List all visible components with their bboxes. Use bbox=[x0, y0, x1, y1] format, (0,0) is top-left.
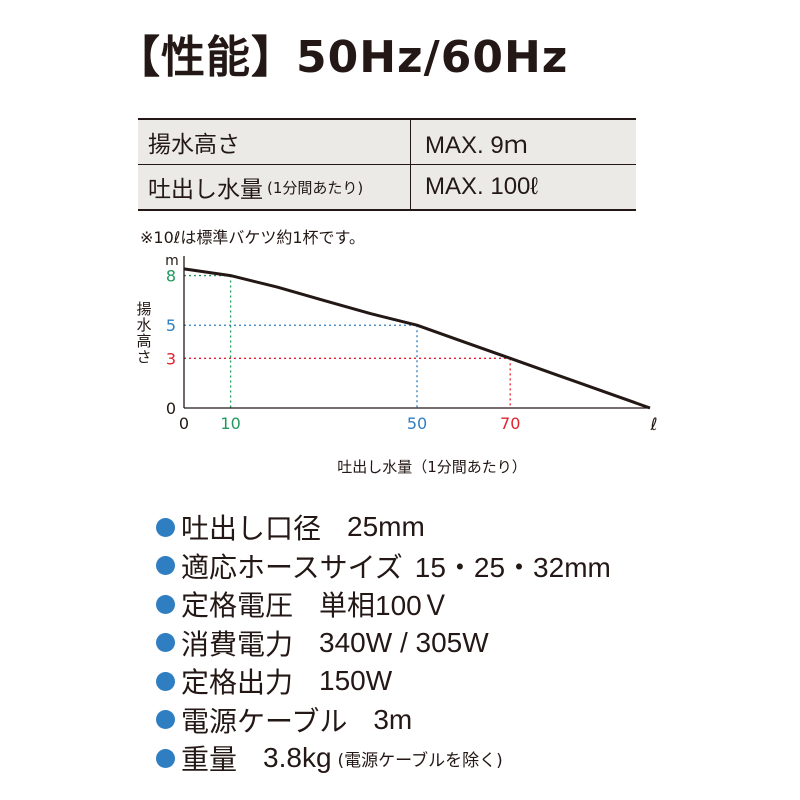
discharge-volume-label-note: (1分間あたり) bbox=[267, 178, 364, 197]
y-unit-label: m bbox=[165, 253, 179, 269]
lift-height-value: MAX. 9ｍ bbox=[425, 131, 528, 159]
spec-label: 吐出し口径 bbox=[181, 512, 322, 546]
y-axis-title: 揚水高さ bbox=[136, 300, 151, 366]
list-item: 定格出力 150W bbox=[156, 662, 611, 701]
list-item: 定格電圧 単相100Ｖ bbox=[156, 585, 611, 624]
x-unit-label: ℓ bbox=[649, 415, 657, 435]
performance-curve bbox=[183, 267, 651, 410]
spec-label: 定格出力 bbox=[181, 666, 294, 700]
y-axis-title-char: 水 bbox=[136, 316, 151, 334]
y-origin-label: 0 bbox=[166, 399, 176, 418]
table-row: 吐出し水量 (1分間あたり) MAX. 100ℓ bbox=[138, 164, 636, 209]
discharge-volume-value: MAX. 100ℓ bbox=[425, 173, 539, 200]
page-title: 【性能】50Hz/60Hz bbox=[116, 32, 569, 83]
spec-value: 単相100Ｖ bbox=[319, 590, 450, 622]
bucket-note: ※10ℓは標準バケツ約1杯です。 bbox=[140, 228, 365, 247]
spec-label: 定格電圧 bbox=[181, 589, 294, 623]
list-item: 重量 3.8kg (電源ケーブルを除く) bbox=[156, 739, 611, 778]
performance-table: 揚水高さ MAX. 9ｍ 吐出し水量 (1分間あたり) MAX. 100ℓ bbox=[138, 118, 636, 211]
y-tick-label: 8 bbox=[166, 267, 176, 286]
spec-label: 電源ケーブル bbox=[181, 704, 348, 738]
spec-value: 150W bbox=[319, 665, 393, 697]
spec-label: 消費電力 bbox=[181, 627, 294, 661]
x-tick-label: 10 bbox=[220, 414, 240, 433]
list-item: 吐出し口径 25mm bbox=[156, 508, 611, 547]
spec-value: 3m bbox=[373, 703, 413, 735]
lift-height-label: 揚水高さ bbox=[148, 132, 240, 158]
list-item: 適応ホースサイズ 15・25・32mm bbox=[156, 547, 611, 586]
spec-value: 3.8kg bbox=[263, 742, 332, 774]
spec-value: 15・25・32mm bbox=[414, 551, 611, 583]
bullet-icon bbox=[156, 633, 175, 653]
x-origin-label: 0 bbox=[179, 414, 189, 433]
bullet-icon bbox=[156, 556, 175, 576]
y-axis-title-char: 揚 bbox=[136, 300, 151, 318]
spec-note: (電源ケーブルを除く) bbox=[337, 750, 503, 771]
y-tick-label: 5 bbox=[166, 316, 176, 335]
y-tick-label: 3 bbox=[166, 349, 176, 368]
bullet-icon bbox=[156, 671, 175, 691]
x-tick-label: 50 bbox=[407, 414, 427, 433]
spec-label: 適応ホースサイズ bbox=[181, 550, 403, 584]
bullet-icon bbox=[156, 594, 175, 614]
y-axis-title-char: 高 bbox=[136, 332, 151, 350]
table-row-label: 吐出し水量 (1分間あたり) bbox=[138, 165, 411, 209]
bullet-icon bbox=[156, 748, 175, 768]
spec-list: 吐出し口径 25mm 適応ホースサイズ 15・25・32mm 定格電圧 単相100Ｖ … bbox=[156, 508, 611, 778]
table-row-label: 揚水高さ bbox=[138, 120, 411, 164]
list-item: 消費電力 340W / 305W bbox=[156, 624, 611, 663]
x-axis-title: 吐出し水量（1分間あたり） bbox=[337, 458, 527, 476]
spec-value: 340W / 305W bbox=[319, 626, 489, 658]
x-tick-label: 70 bbox=[500, 414, 520, 433]
y-axis-title-char: さ bbox=[136, 348, 151, 366]
discharge-volume-label: 吐出し水量 bbox=[148, 177, 263, 203]
table-row: 揚水高さ MAX. 9ｍ bbox=[138, 120, 636, 164]
bullet-icon bbox=[156, 710, 175, 730]
spec-label: 重量 bbox=[181, 743, 238, 777]
spec-value: 25mm bbox=[347, 511, 425, 543]
list-item: 電源ケーブル 3m bbox=[156, 701, 611, 740]
bullet-icon bbox=[156, 517, 175, 537]
